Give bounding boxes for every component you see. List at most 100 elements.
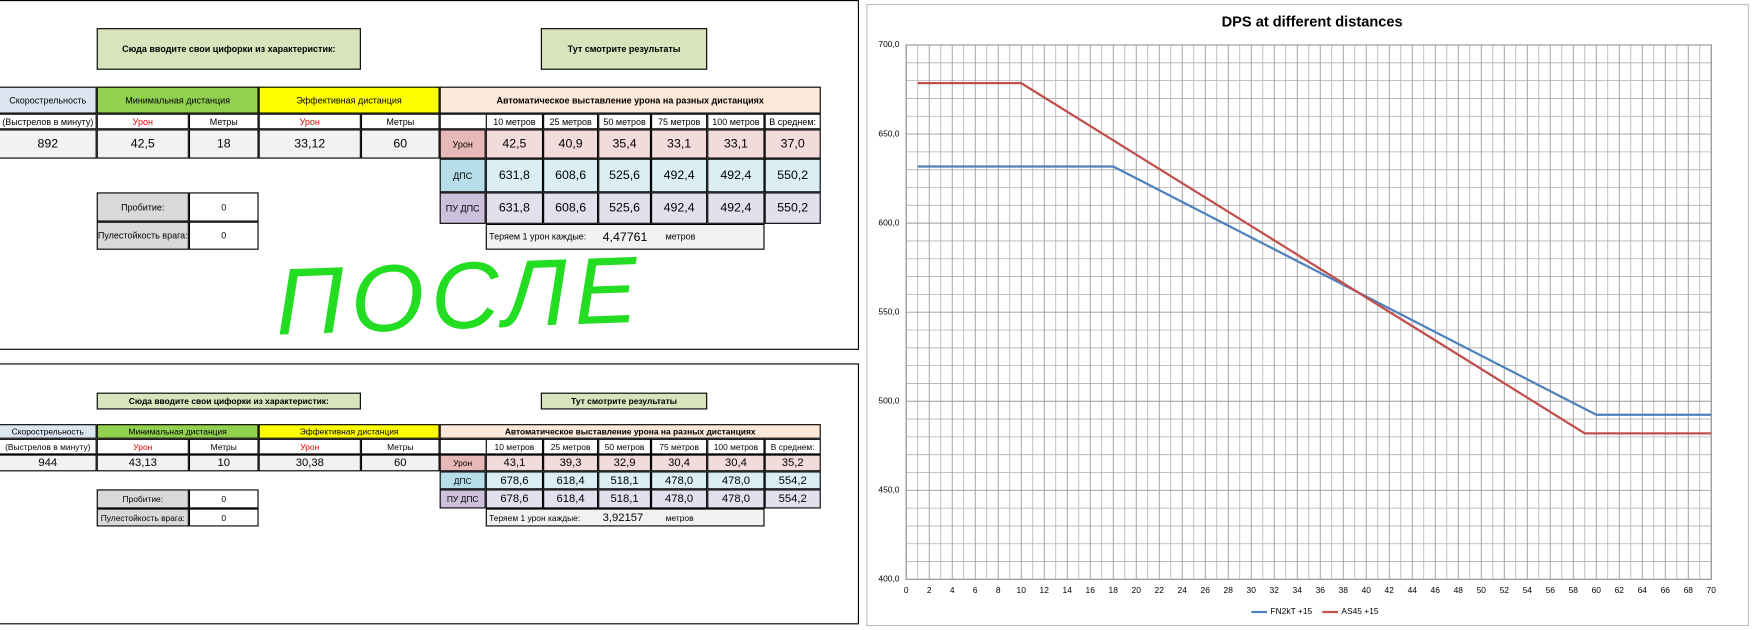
result-value: 525,6 [598, 158, 652, 193]
meters-label: Метры [188, 438, 259, 455]
result-value: 32,9 [598, 454, 652, 472]
damage-label: Урон [96, 438, 189, 455]
x-tick-label: 38 [1339, 585, 1349, 595]
result-value: 492,4 [651, 192, 708, 224]
x-tick-label: 54 [1523, 585, 1533, 595]
distance-header: 100 метров [707, 438, 765, 455]
x-tick-label: 66 [1661, 585, 1671, 595]
result-value: 550,2 [764, 192, 821, 224]
penetration-value: 0 [188, 192, 259, 222]
result-value: 30,4 [651, 454, 708, 472]
loss-label: Теряем 1 урон каждые: [489, 512, 581, 523]
result-value: 678,6 [485, 471, 544, 490]
result-value: 518,1 [598, 489, 652, 509]
input-value: 60 [360, 129, 440, 159]
auto-title: Автоматическое выставление урона на разн… [439, 86, 821, 114]
penetration-label: Пробитие: [96, 192, 189, 222]
x-tick-label: 56 [1546, 585, 1556, 595]
fire-rate-label: Скорострельность [0, 86, 97, 114]
loss-label: Теряем 1 урон каждые: [489, 231, 587, 242]
blank-cell [439, 438, 486, 455]
x-tick-label: 32 [1270, 585, 1280, 595]
x-tick-label: 64 [1638, 585, 1648, 595]
distance-header: В среднем: [764, 438, 821, 455]
y-tick-label: 650,0 [878, 128, 899, 138]
distance-header: 25 метров [543, 113, 599, 130]
damage-label: Урон [258, 438, 361, 455]
input-value: 43,13 [96, 454, 189, 472]
input-value: 42,5 [96, 129, 189, 159]
row-label: ПУ ДПС [439, 192, 486, 224]
loss-unit: метров [665, 512, 694, 523]
fire-rate-value: 892 [0, 129, 97, 159]
x-tick-label: 68 [1684, 585, 1694, 595]
result-value: 478,0 [651, 471, 708, 490]
loss-value: 4,47761 [602, 230, 648, 244]
eff-distance-label: Эффективная дистанция [258, 424, 440, 439]
x-tick-label: 10 [1017, 585, 1027, 595]
result-value: 30,4 [707, 454, 765, 472]
loss-box [485, 223, 765, 250]
result-value: 492,4 [707, 158, 765, 193]
x-tick-label: 58 [1569, 585, 1579, 595]
input-title: Сюда вводите свои цифорки из характерист… [96, 28, 361, 70]
meters-label: Метры [360, 113, 440, 130]
result-value: 35,2 [764, 454, 821, 472]
input-value: 30,38 [258, 454, 361, 472]
result-value: 631,8 [485, 158, 544, 193]
armor-label: Пулестойкость врага: [96, 508, 189, 527]
blank-cell [439, 113, 486, 130]
meters-label: Метры [188, 113, 259, 130]
x-tick-label: 48 [1454, 585, 1464, 595]
x-tick-label: 22 [1155, 585, 1165, 595]
min-distance-label: Минимальная дистанция [96, 424, 259, 439]
x-tick-label: 60 [1592, 585, 1602, 595]
input-title: Сюда вводите свои цифорки из характерист… [96, 392, 361, 410]
result-value: 618,4 [543, 489, 599, 509]
distance-header: 50 метров [598, 113, 652, 130]
panel-frame [0, 0, 860, 350]
distance-header: 10 метров [485, 113, 544, 130]
armor-value: 0 [188, 221, 259, 250]
y-tick-label: 700,0 [878, 39, 899, 49]
result-value: 678,6 [485, 489, 544, 509]
results-title: Тут смотрите результаты [540, 28, 708, 70]
auto-title: Автоматическое выставление урона на разн… [439, 424, 821, 439]
result-value: 43,1 [485, 454, 544, 472]
result-value: 492,4 [651, 158, 708, 193]
y-tick-label: 550,0 [878, 306, 899, 316]
loss-box [485, 508, 765, 527]
y-tick-label: 500,0 [878, 395, 899, 405]
distance-header: 50 метров [598, 438, 652, 455]
result-value: 35,4 [598, 129, 652, 159]
result-value: 608,6 [543, 192, 599, 224]
x-tick-label: 52 [1500, 585, 1510, 595]
x-tick-label: 0 [904, 585, 909, 595]
x-tick-label: 16 [1086, 585, 1096, 595]
result-value: 478,0 [707, 471, 765, 490]
chart-title: DPS at different distances [1222, 14, 1403, 30]
input-value: 18 [188, 129, 259, 159]
x-tick-label: 20 [1132, 585, 1142, 595]
distance-header: 25 метров [543, 438, 599, 455]
penetration-value: 0 [188, 489, 259, 509]
min-distance-label: Минимальная дистанция [96, 86, 259, 114]
armor-value: 0 [188, 508, 259, 527]
x-tick-label: 2 [927, 585, 932, 595]
x-tick-label: 62 [1615, 585, 1625, 595]
y-tick-label: 600,0 [878, 217, 899, 227]
legend-label: FN2kT +15 [1271, 606, 1313, 616]
meters-label: Метры [360, 438, 440, 455]
x-tick-label: 8 [996, 585, 1001, 595]
x-tick-label: 6 [973, 585, 978, 595]
data-line [917, 81, 1712, 435]
x-tick-label: 44 [1408, 585, 1418, 595]
fire-rate-label: Скорострельность [0, 424, 97, 439]
result-value: 525,6 [598, 192, 652, 224]
x-tick-label: 26 [1201, 585, 1211, 595]
result-value: 631,8 [485, 192, 544, 224]
x-tick-label: 12 [1040, 585, 1050, 595]
armor-label: Пулестойкость врага: [96, 221, 189, 250]
